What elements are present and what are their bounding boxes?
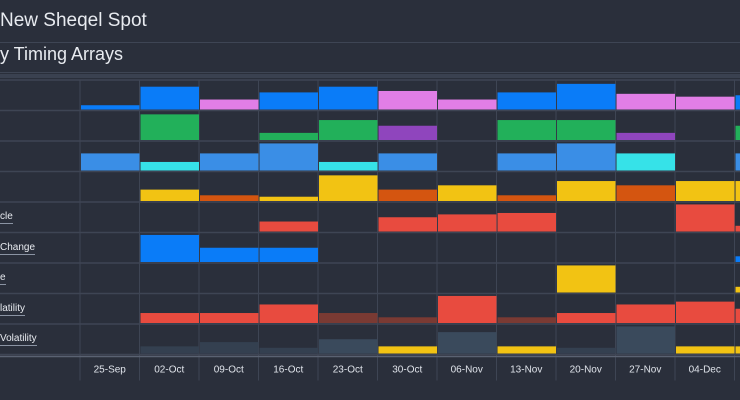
heatmap-cell — [735, 95, 740, 110]
heatmap-cell — [140, 189, 199, 201]
heatmap-cell — [81, 153, 140, 171]
heatmap-cell — [497, 120, 556, 140]
heatmap-cell — [735, 286, 740, 293]
heatmap-cell — [557, 143, 616, 171]
heatmap-cell — [259, 92, 318, 110]
heatmap-cell — [259, 247, 318, 262]
x-tick-label: 02-Oct — [154, 365, 184, 376]
x-tick-label: 30-Oct — [392, 365, 422, 376]
heatmap-cell — [378, 217, 437, 232]
heatmap-cell — [378, 346, 437, 354]
heatmap-cell — [259, 221, 318, 232]
heatmap-cell — [676, 181, 735, 201]
heatmap-cell — [438, 214, 497, 232]
heatmap-cell — [557, 347, 616, 354]
heatmap-cell — [497, 153, 556, 171]
heatmap-cell — [200, 195, 259, 201]
heatmap-cell — [140, 161, 199, 171]
heatmap-cell — [200, 247, 259, 262]
heatmap-cell — [676, 301, 735, 323]
heatmap-cell — [378, 125, 437, 140]
heatmap-cell — [378, 317, 437, 323]
separator — [0, 74, 740, 78]
heatmap-cell — [735, 256, 740, 262]
heatmap-cell — [438, 332, 497, 354]
heatmap-cell — [438, 99, 497, 110]
heatmap-cell — [497, 92, 556, 110]
heatmap-cell — [557, 120, 616, 140]
x-tick-label: 16-Oct — [273, 365, 303, 376]
heatmap-cell — [438, 185, 497, 201]
page-subtitle: y Timing Arrays — [0, 44, 124, 64]
heatmap-cell — [140, 313, 199, 323]
heatmap-cell — [140, 346, 199, 354]
heatmap-cell — [735, 225, 740, 232]
x-tick-label: 20-Nov — [570, 365, 602, 376]
heatmap-cell — [319, 120, 378, 140]
heatmap-cell — [616, 93, 675, 110]
heatmap-cell — [497, 212, 556, 232]
heatmap-cell — [378, 90, 437, 110]
row-label: e — [0, 272, 6, 285]
heatmap-cell — [319, 86, 378, 110]
x-tick-label: 13-Nov — [510, 365, 542, 376]
heatmap-cell — [259, 196, 318, 201]
heatmap-cell — [319, 339, 378, 354]
heatmap-cell — [735, 153, 740, 171]
heatmap-cell — [438, 295, 497, 323]
heatmap-cell — [259, 347, 318, 354]
heatmap-cell — [200, 153, 259, 171]
x-tick-label: 04-Dec — [689, 365, 721, 376]
heatmap-cell — [497, 346, 556, 354]
heatmap-cell — [497, 195, 556, 201]
row-label: Volatility — [0, 333, 37, 346]
x-tick-label: 27-Nov — [629, 365, 661, 376]
heatmap-cell — [259, 143, 318, 171]
heatmap-cell — [378, 153, 437, 171]
heatmap-cell — [200, 99, 259, 110]
x-tick-label: 06-Nov — [451, 365, 483, 376]
heatmap-cell — [497, 317, 556, 323]
heatmap-cell — [319, 313, 378, 323]
heatmap-cell — [259, 304, 318, 323]
heatmap-cell — [81, 105, 140, 110]
heatmap-cell — [557, 181, 616, 201]
x-tick-label: 09-Oct — [214, 365, 244, 376]
heatmap-cell — [735, 346, 740, 354]
heatmap-cell — [735, 125, 740, 140]
heatmap-cell — [616, 132, 675, 140]
heatmap-cell — [140, 234, 199, 262]
heatmap-cell — [259, 132, 318, 140]
heatmap-cell — [676, 96, 735, 110]
heatmap-cell — [676, 346, 735, 354]
heatmap-cell — [735, 181, 740, 201]
heatmap-cell — [319, 175, 378, 201]
heatmap-cell — [378, 189, 437, 201]
heatmap-cell — [200, 313, 259, 323]
heatmap-cell — [616, 153, 675, 171]
x-tick-label: 23-Oct — [333, 365, 363, 376]
row-label: latility — [0, 302, 26, 316]
heatmap-cell — [735, 308, 740, 323]
title-bar: New Sheqel Spot — [0, 0, 740, 43]
heatmap-cell — [557, 313, 616, 323]
heatmap-cell — [616, 185, 675, 201]
row-label: Change — [0, 241, 36, 255]
heatmap-cell — [140, 86, 199, 110]
heatmap-cell — [200, 342, 259, 354]
heatmap-cell — [557, 265, 616, 293]
heatmap-cell — [616, 326, 675, 354]
heatmap-cell — [319, 161, 378, 171]
subtitle-bar: y Timing Arrays — [0, 42, 740, 73]
x-tick-label: 25-Sep — [94, 365, 127, 376]
heatmap-cell — [557, 83, 616, 110]
heatmap-cell — [676, 204, 735, 232]
heatmap-cell — [616, 304, 675, 323]
page-title: New Sheqel Spot — [0, 10, 147, 31]
heatmap-cell — [140, 114, 199, 140]
row-label: cle — [0, 211, 13, 224]
